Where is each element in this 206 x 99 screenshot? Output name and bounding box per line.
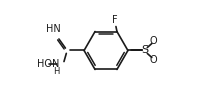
Text: HN: HN — [46, 24, 61, 34]
Text: N: N — [53, 59, 60, 69]
Text: O: O — [150, 55, 158, 65]
Text: HO: HO — [37, 59, 52, 69]
Text: S: S — [141, 46, 148, 56]
Text: H: H — [53, 67, 59, 76]
Text: F: F — [112, 15, 118, 25]
Text: O: O — [150, 36, 158, 46]
